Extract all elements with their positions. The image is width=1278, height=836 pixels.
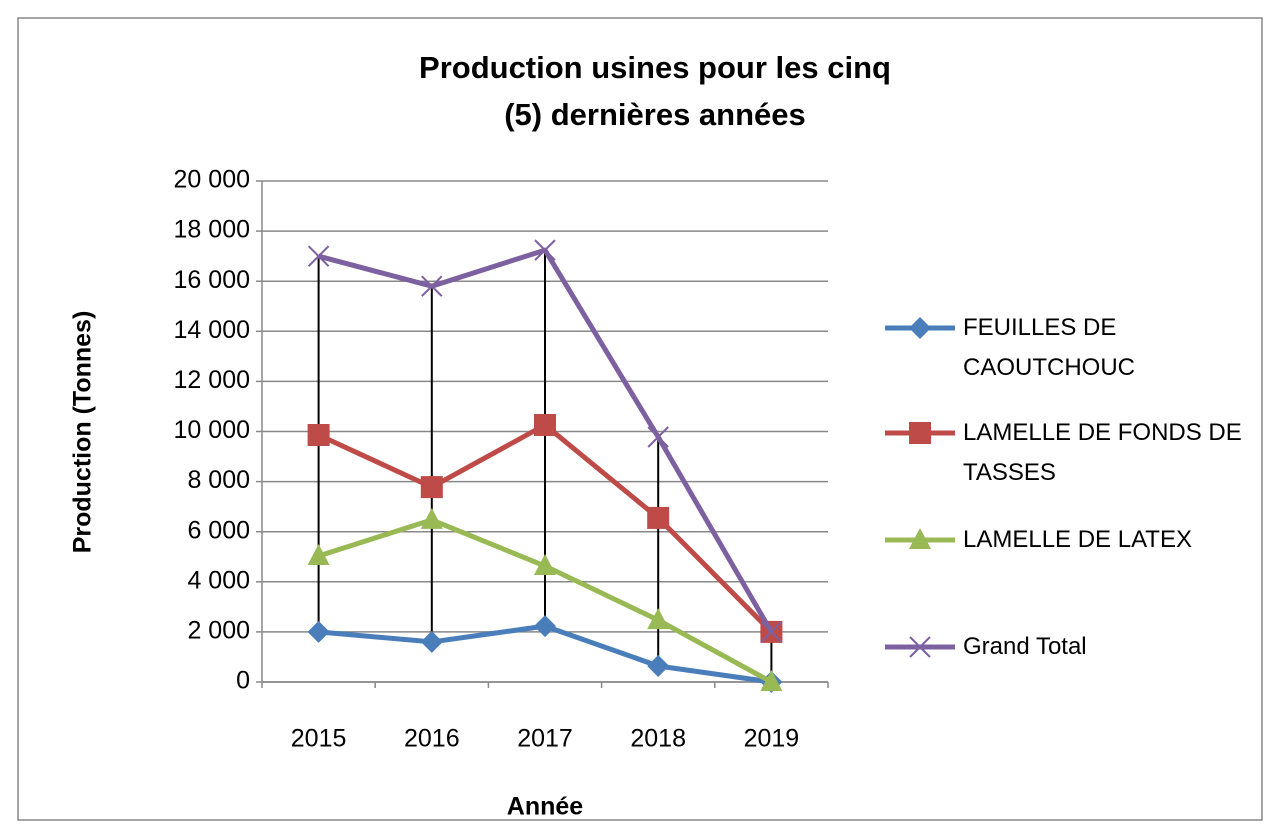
data-point <box>534 413 556 436</box>
data-point <box>307 424 330 447</box>
data-point <box>307 543 330 565</box>
data-point <box>534 615 556 638</box>
y-tick-label: 14 000 <box>174 316 250 344</box>
y-tick-label: 0 <box>236 667 250 695</box>
y-tick-label: 12 000 <box>174 366 250 394</box>
data-point <box>760 670 783 691</box>
legend-marker <box>909 528 931 549</box>
legend-marker <box>909 636 931 658</box>
data-point <box>307 245 330 267</box>
x-axis-label: Année <box>507 793 584 821</box>
legend-label: FEUILLES DE CAOUTCHOUC <box>963 314 1135 381</box>
y-tick-label: 18 000 <box>174 216 250 244</box>
x-tick-label: 2018 <box>630 725 686 753</box>
legend-marker <box>909 317 931 339</box>
y-tick-label: 10 000 <box>174 416 250 444</box>
y-tick-label: 8 000 <box>187 466 250 494</box>
x-tick-label: 2015 <box>291 725 347 753</box>
y-tick-label: 4 000 <box>187 566 250 594</box>
data-point <box>420 507 443 529</box>
y-axis-label: Production (Tonnes) <box>69 311 97 554</box>
legend-marker <box>909 422 931 444</box>
data-point <box>420 630 443 653</box>
x-tick-label: 2017 <box>517 725 573 753</box>
y-tick-label: 16 000 <box>174 266 250 294</box>
x-tick-label: 2019 <box>744 725 800 753</box>
data-point <box>307 620 330 643</box>
data-point <box>647 426 669 448</box>
y-tick-label: 6 000 <box>187 516 250 544</box>
data-point <box>647 654 670 677</box>
data-point <box>760 621 783 643</box>
legend-label: LAMELLE DE FONDS DE TASSES <box>963 419 1242 486</box>
chart-frame <box>17 17 1263 821</box>
legend-label: LAMELLE DE LATEX <box>963 526 1192 553</box>
x-tick-label: 2016 <box>404 725 460 753</box>
data-point <box>647 608 670 630</box>
chart-title: Production usines pour les cinq (5) dern… <box>419 50 891 132</box>
data-point <box>421 275 443 297</box>
data-point <box>534 554 556 576</box>
y-tick-label: 20 000 <box>174 166 250 194</box>
data-point <box>647 506 670 529</box>
data-point <box>534 239 556 261</box>
y-tick-label: 2 000 <box>187 617 250 645</box>
data-point <box>420 476 443 499</box>
legend-label: Grand Total <box>963 633 1087 660</box>
